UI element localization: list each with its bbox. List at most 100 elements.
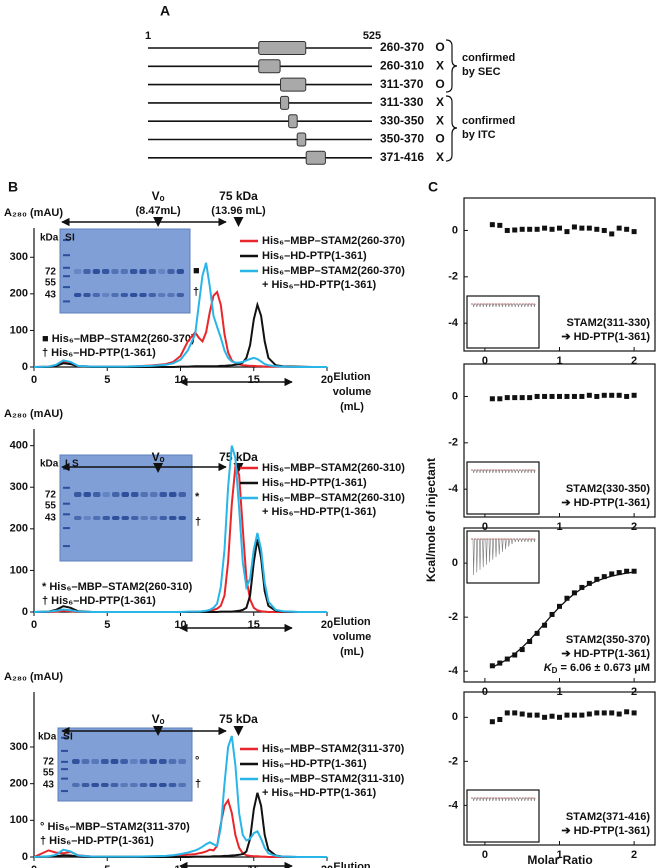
x-tick-label: 5 — [104, 864, 110, 868]
data-point — [527, 638, 533, 644]
x-tick-label: 20 — [321, 374, 333, 386]
gel-band — [102, 492, 110, 497]
ladder-band — [61, 749, 68, 752]
construct-label: 371-416 — [380, 150, 424, 164]
legend-label: His₆–MBP–STAM2(311-310) + His₆–HD-PTP(1-… — [262, 773, 407, 799]
gel-mw: 55 — [45, 278, 57, 289]
data-point — [519, 647, 525, 653]
marker-arrow — [153, 726, 164, 736]
y-axis-label: A₂₈₀ (mAU) — [4, 408, 63, 420]
data-point — [579, 393, 585, 399]
gel-band — [91, 783, 99, 787]
x-tick-label: 10 — [174, 619, 186, 631]
marker-sublabel: (13.96 mL) — [211, 205, 266, 217]
y-tick-label: 100 — [10, 564, 28, 576]
residue-end: 525 — [363, 30, 381, 42]
data-point — [549, 393, 555, 399]
construct-label: 260-310 — [380, 58, 424, 72]
gel-band — [83, 492, 91, 497]
gel-band — [120, 293, 128, 297]
construct-label: 350-370 — [380, 132, 424, 146]
ladder-band — [63, 502, 70, 505]
legend-label: His₆–MBP–STAM2(260-310) + His₆–HD-PTP(1-… — [262, 492, 408, 518]
ladder-band — [63, 513, 70, 516]
x-tick-label: 0 — [482, 849, 488, 861]
gel-band — [83, 293, 91, 297]
data-point — [542, 622, 548, 628]
gel-band — [139, 783, 148, 787]
binding-result: X — [436, 150, 444, 164]
gel-footnote: † His₆–HD-PTP(1-361) — [42, 347, 156, 359]
band-symbol: ° — [195, 755, 199, 767]
data-point — [624, 709, 630, 715]
gel-band — [159, 759, 167, 764]
data-point — [549, 226, 555, 232]
kd-part: D — [552, 666, 558, 675]
data-point — [489, 663, 495, 669]
gel-band — [167, 293, 175, 297]
ladder-band — [63, 486, 70, 489]
data-point — [549, 611, 555, 617]
y-tick-label: 0 — [452, 390, 458, 402]
data-point — [534, 393, 540, 399]
data-point — [564, 595, 570, 601]
marker-arrow — [233, 217, 244, 227]
gel-band — [72, 783, 80, 787]
band-symbol: † — [195, 778, 201, 790]
gel-band — [74, 516, 82, 520]
y-axis-label: A₂₈₀ (mAU) — [4, 671, 63, 683]
gel-lane: I — [65, 459, 68, 470]
gel-band — [178, 759, 186, 764]
ladder-band — [63, 527, 70, 530]
y-tick-label: -4 — [448, 665, 459, 677]
gel-band — [83, 269, 91, 274]
gel-band — [150, 492, 158, 497]
gel-band — [81, 759, 90, 764]
data-point — [631, 392, 637, 398]
data-point — [542, 714, 548, 720]
data-point — [534, 630, 540, 636]
gel-band — [72, 759, 80, 764]
series-line — [33, 262, 327, 368]
y-axis-label: A₂₈₀ (mAU) — [4, 207, 63, 219]
gel-band — [169, 492, 177, 497]
data-point — [601, 392, 607, 398]
x-tick-label: 0 — [31, 374, 37, 386]
data-point — [586, 711, 592, 717]
data-point — [497, 396, 503, 402]
annotation: ➔ HD-PTP(1-361) — [561, 648, 650, 660]
gel-band — [148, 269, 156, 274]
gel-unit: kDa — [40, 459, 59, 470]
gel-band — [178, 492, 186, 497]
data-point — [586, 225, 592, 231]
data-point — [624, 393, 630, 399]
y-tick-label: 0 — [452, 224, 458, 236]
gel-band — [158, 269, 166, 274]
data-point — [571, 224, 577, 230]
gel-unit: kDa — [40, 233, 59, 244]
gel-band — [102, 293, 110, 297]
y-tick-label: 200 — [10, 288, 28, 300]
y-tick-label: -4 — [448, 799, 459, 811]
data-point — [504, 656, 510, 662]
legend-label: His₆–HD-PTP(1-361) — [262, 758, 367, 770]
y-tick-label: -2 — [448, 271, 458, 283]
y-tick-label: -2 — [448, 611, 458, 623]
ladder-band — [61, 768, 68, 771]
kd-part: K — [544, 662, 553, 674]
data-point — [616, 225, 622, 231]
gel-band — [83, 516, 91, 520]
gel-band — [101, 783, 109, 787]
gel-band — [120, 783, 128, 787]
band-symbol: ■ — [193, 265, 200, 277]
data-point — [512, 652, 518, 658]
data-point — [557, 603, 562, 609]
data-point — [557, 393, 562, 399]
gel-mw: 72 — [43, 757, 55, 768]
data-point — [542, 225, 548, 231]
domain-box — [296, 132, 307, 147]
gel-mw: 55 — [45, 501, 57, 512]
data-point — [504, 710, 510, 716]
y-tick-label: 300 — [10, 741, 28, 753]
